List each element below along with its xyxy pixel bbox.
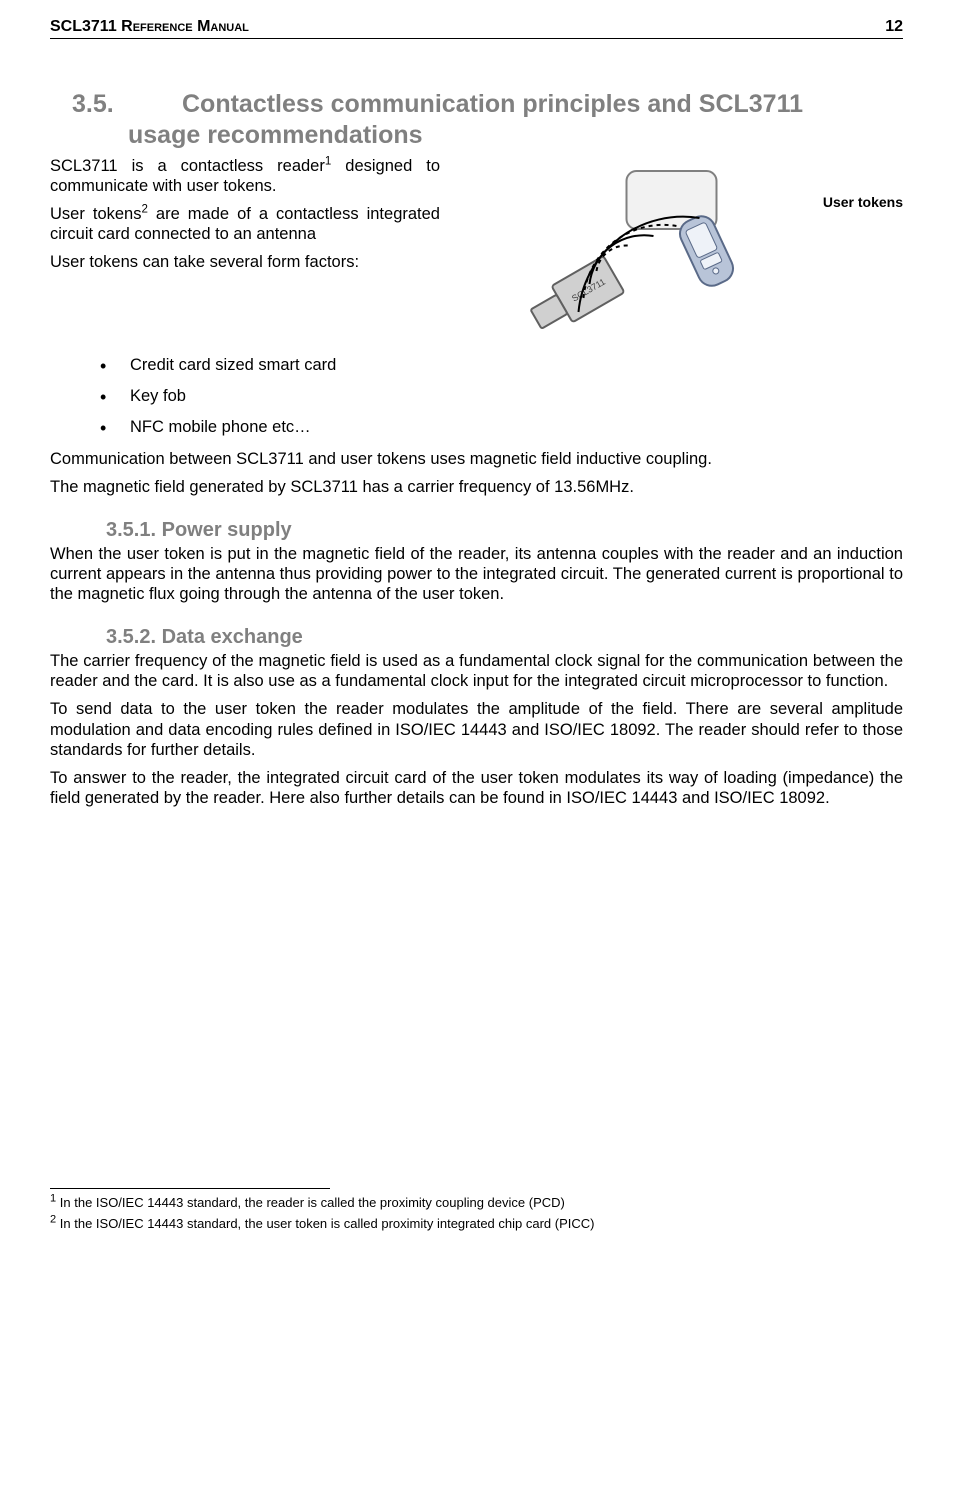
list-item: Key fob (100, 387, 903, 406)
subsection-number: 3.5.2. (106, 626, 156, 648)
section-heading: 3.5.Contactless communication principles… (72, 89, 903, 152)
page-header: SCL3711 Reference Manual 12 (50, 18, 903, 39)
subsection-number: 3.5.1. (106, 519, 156, 541)
intro-p2: User tokens2 are made of a contactless i… (50, 204, 440, 244)
list-item: NFC mobile phone etc… (100, 418, 903, 437)
footnote: 1 In the ISO/IEC 14443 standard, the rea… (50, 1195, 903, 1210)
user-tokens-label: User tokens (823, 194, 903, 210)
body-paragraph: When the user token is put in the magnet… (50, 544, 903, 604)
form-factor-list: Credit card sized smart card Key fob NFC… (100, 356, 903, 437)
subsection-heading: 3.5.1. Power supply (106, 519, 903, 542)
intro-p3: User tokens can take several form factor… (50, 252, 440, 272)
body-paragraph: The magnetic field generated by SCL3711 … (50, 477, 903, 497)
section-number: 3.5. (72, 89, 182, 120)
list-item: Credit card sized smart card (100, 356, 903, 375)
body-paragraph: To send data to the user token the reade… (50, 699, 903, 759)
body-paragraph: To answer to the reader, the integrated … (50, 768, 903, 808)
contactless-diagram: User tokens SCL3711 (460, 156, 903, 356)
subsection-title: Data exchange (162, 626, 303, 648)
header-rest: Reference Manual (117, 18, 249, 35)
footnotes: 1 In the ISO/IEC 14443 standard, the rea… (50, 1188, 903, 1231)
page-number: 12 (885, 18, 903, 36)
section-title-line1: Contactless communication principles and… (182, 90, 803, 118)
reader-icon: SCL3711 (526, 256, 625, 337)
intro-p1: SCL3711 is a contactless reader1 designe… (50, 156, 440, 196)
body-paragraph: The carrier frequency of the magnetic fi… (50, 651, 903, 691)
body-paragraph: Communication between SCL3711 and user t… (50, 449, 903, 469)
section-title-line2: usage recommendations (128, 120, 903, 151)
footnote: 2 In the ISO/IEC 14443 standard, the use… (50, 1216, 903, 1231)
header-title: SCL3711 Reference Manual (50, 18, 249, 36)
intro-text-column: SCL3711 is a contactless reader1 designe… (50, 156, 440, 281)
footnote-rule (50, 1188, 330, 1189)
phone-token-icon (675, 211, 737, 290)
subsection-title: Power supply (162, 519, 292, 541)
diagram-svg: SCL3711 (460, 156, 903, 356)
header-product: SCL3711 (50, 18, 117, 35)
subsection-heading: 3.5.2. Data exchange (106, 626, 903, 649)
